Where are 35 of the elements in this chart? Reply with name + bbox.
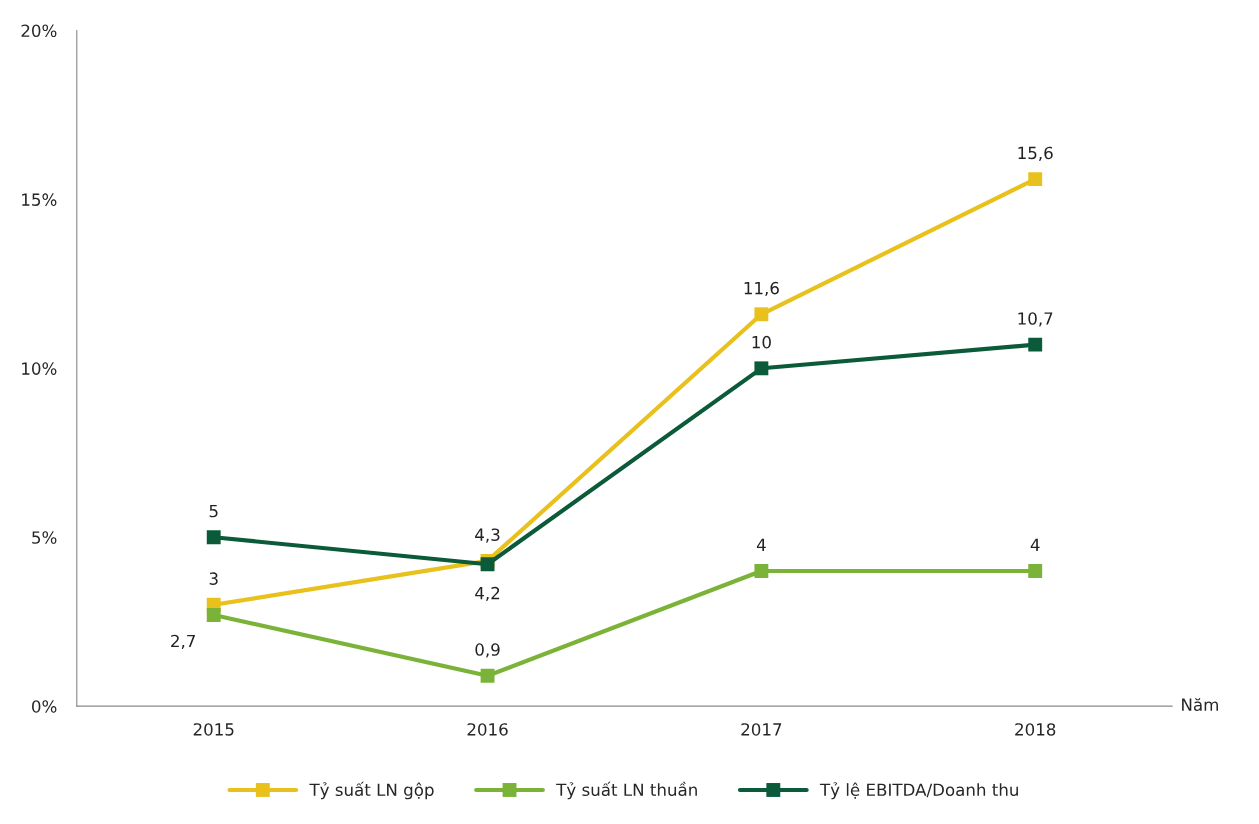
point xyxy=(480,668,495,683)
point xyxy=(206,530,221,545)
x-axis-title: Năm xyxy=(1182,698,1218,711)
data-label: 10 xyxy=(752,335,771,349)
legend-label: Tỷ suất LN gộp xyxy=(309,781,434,800)
point xyxy=(206,608,221,622)
point xyxy=(480,557,495,572)
y-tick-label: 15% xyxy=(22,193,57,206)
legend-label: Tỷ suất LN thuần xyxy=(556,781,697,800)
point xyxy=(1028,172,1043,187)
data-label: 10,7 xyxy=(1018,312,1053,327)
point xyxy=(1028,337,1043,352)
x-tick-label: 2018 xyxy=(1015,723,1056,736)
y-tick-label: 0% xyxy=(32,700,57,713)
point xyxy=(1028,564,1043,578)
data-label: 0,9 xyxy=(475,643,500,658)
x-tick-label: 2017 xyxy=(741,723,782,736)
point xyxy=(754,361,769,376)
point xyxy=(754,307,769,322)
legend-label: Tỷ lệ EBITDA/Doanh thu xyxy=(819,782,1018,800)
point xyxy=(754,564,769,578)
x-tick-label: 2015 xyxy=(193,723,234,736)
data-label: 4 xyxy=(1030,538,1040,551)
data-label: 3 xyxy=(209,572,218,585)
data-label: 11,6 xyxy=(744,281,779,297)
y-tick-label: 20% xyxy=(21,24,57,38)
data-label: 15,6 xyxy=(1018,146,1053,161)
data-label: 4,3 xyxy=(475,528,500,543)
data-label: 2,7 xyxy=(171,634,195,649)
y-tick-label: 5% xyxy=(32,531,57,544)
data-label: 5 xyxy=(209,504,218,518)
y-tick-label: 10% xyxy=(22,362,57,375)
data-label: 4,2 xyxy=(475,586,500,602)
data-label: 4 xyxy=(756,538,766,551)
x-tick-label: 2016 xyxy=(467,723,508,736)
